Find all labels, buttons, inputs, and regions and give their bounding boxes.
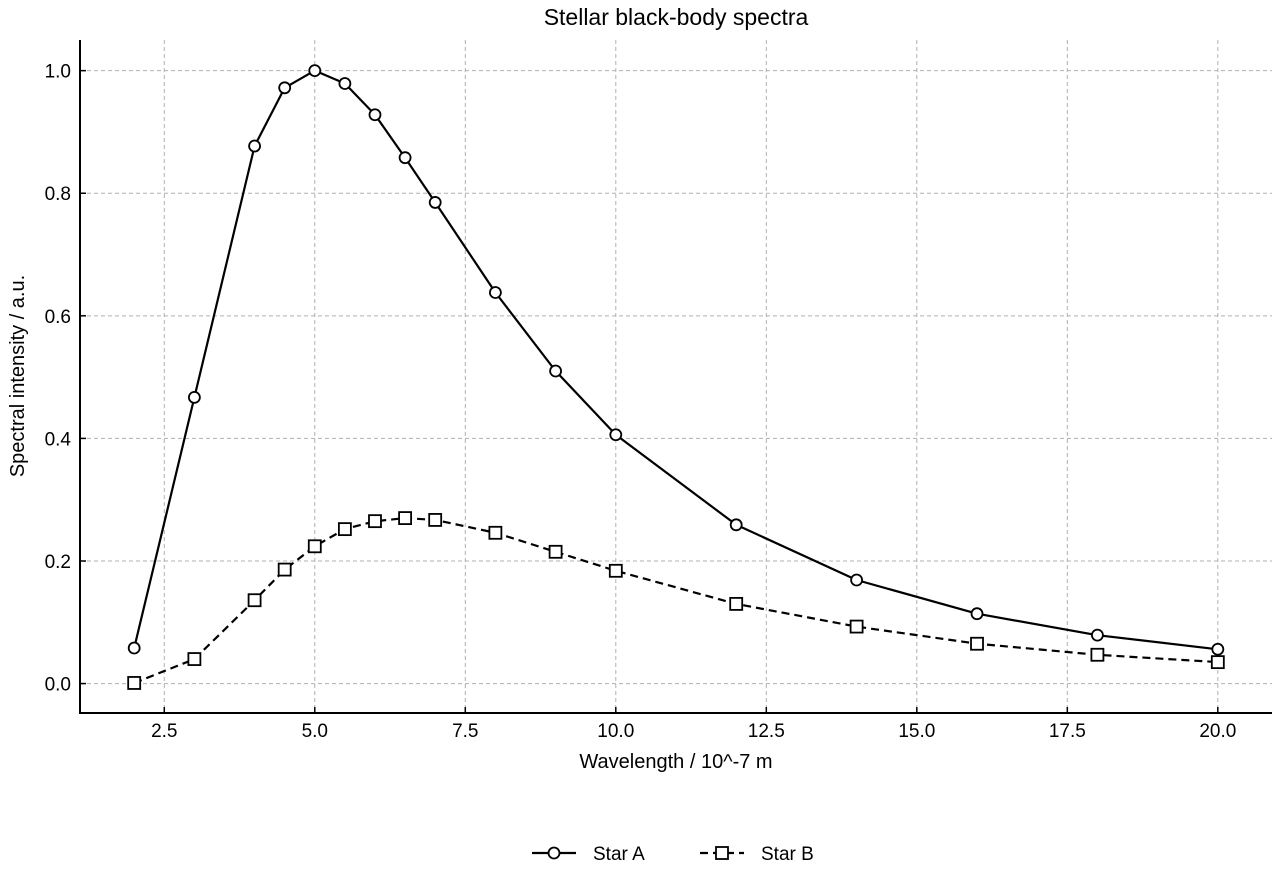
legend-marker bbox=[547, 846, 561, 860]
data-point-square bbox=[548, 544, 563, 559]
y-axis-label: Spectral intensity / a.u. bbox=[7, 275, 29, 477]
y-tick-label: 0.8 bbox=[45, 184, 71, 205]
x-tick-label: 2.5 bbox=[151, 721, 177, 742]
series-line bbox=[133, 69, 1218, 651]
x-tick-label: 5.0 bbox=[302, 721, 328, 742]
data-point-circle bbox=[729, 518, 743, 532]
chart-title: Stellar black-body spectra bbox=[544, 4, 809, 30]
data-point-square bbox=[428, 513, 443, 527]
legend-label: Star A bbox=[593, 844, 645, 865]
series-layer bbox=[127, 64, 1225, 690]
data-point-square bbox=[398, 511, 412, 525]
x-tick-label: 7.5 bbox=[452, 721, 478, 742]
data-point-square bbox=[277, 562, 292, 577]
x-tick-label: 12.5 bbox=[748, 721, 785, 742]
axes bbox=[79, 40, 1272, 714]
y-tick-label: 0.6 bbox=[45, 307, 71, 328]
grid bbox=[80, 40, 1272, 713]
y-tick-label: 1.0 bbox=[45, 62, 71, 83]
x-tick-label: 15.0 bbox=[898, 721, 935, 742]
data-point-square bbox=[307, 539, 322, 554]
legend-label: Star B bbox=[761, 844, 814, 865]
data-point-circle bbox=[428, 196, 442, 209]
data-point-circle bbox=[488, 286, 502, 299]
data-point-square bbox=[608, 563, 623, 578]
data-point-circle bbox=[609, 428, 623, 442]
data-point-square bbox=[247, 593, 262, 608]
data-point-circle bbox=[308, 64, 322, 78]
x-axis-label: Wavelength / 10^-7 m bbox=[579, 751, 772, 773]
data-point-circle bbox=[1091, 628, 1104, 642]
data-point-circle bbox=[187, 390, 201, 404]
x-tick-label: 20.0 bbox=[1199, 721, 1236, 742]
y-tick-label: 0.2 bbox=[45, 552, 71, 573]
series-1 bbox=[127, 64, 1225, 656]
data-point-circle bbox=[248, 139, 261, 153]
series-2 bbox=[127, 511, 1225, 690]
legend-item: Star A bbox=[532, 844, 645, 865]
y-tick-label: 0.4 bbox=[45, 429, 72, 450]
data-point-circle bbox=[970, 607, 984, 621]
data-point-circle bbox=[398, 151, 412, 165]
data-point-circle bbox=[368, 108, 382, 122]
data-point-square bbox=[127, 676, 142, 690]
x-tick-label: 17.5 bbox=[1049, 721, 1086, 742]
data-point-square bbox=[368, 514, 382, 529]
data-point-square bbox=[337, 522, 352, 537]
data-point-square bbox=[849, 619, 864, 634]
data-point-circle bbox=[850, 573, 864, 587]
data-point-circle bbox=[127, 641, 141, 655]
data-point-square bbox=[1210, 655, 1225, 670]
series-line bbox=[133, 516, 1218, 685]
data-point-circle bbox=[1211, 642, 1225, 656]
data-point-square bbox=[187, 652, 202, 666]
legend: Star A Star B bbox=[532, 844, 814, 865]
data-point-circle bbox=[549, 364, 562, 378]
data-point-square bbox=[970, 636, 984, 651]
x-tick-label: 10.0 bbox=[597, 721, 634, 742]
data-point-square bbox=[729, 596, 744, 611]
ticks: 2.5 5.0 7.5 10.0 12.5 15.0 17.5 20.0 0.0 0.2 0.4 0.… bbox=[45, 62, 1237, 742]
data-point-circle bbox=[338, 77, 352, 90]
data-point-square bbox=[488, 525, 503, 540]
y-tick-label: 0.0 bbox=[45, 675, 71, 696]
legend-marker bbox=[715, 846, 729, 860]
legend-item: Star B bbox=[700, 844, 814, 865]
data-point-circle bbox=[278, 81, 292, 95]
data-point-square bbox=[1090, 647, 1105, 662]
